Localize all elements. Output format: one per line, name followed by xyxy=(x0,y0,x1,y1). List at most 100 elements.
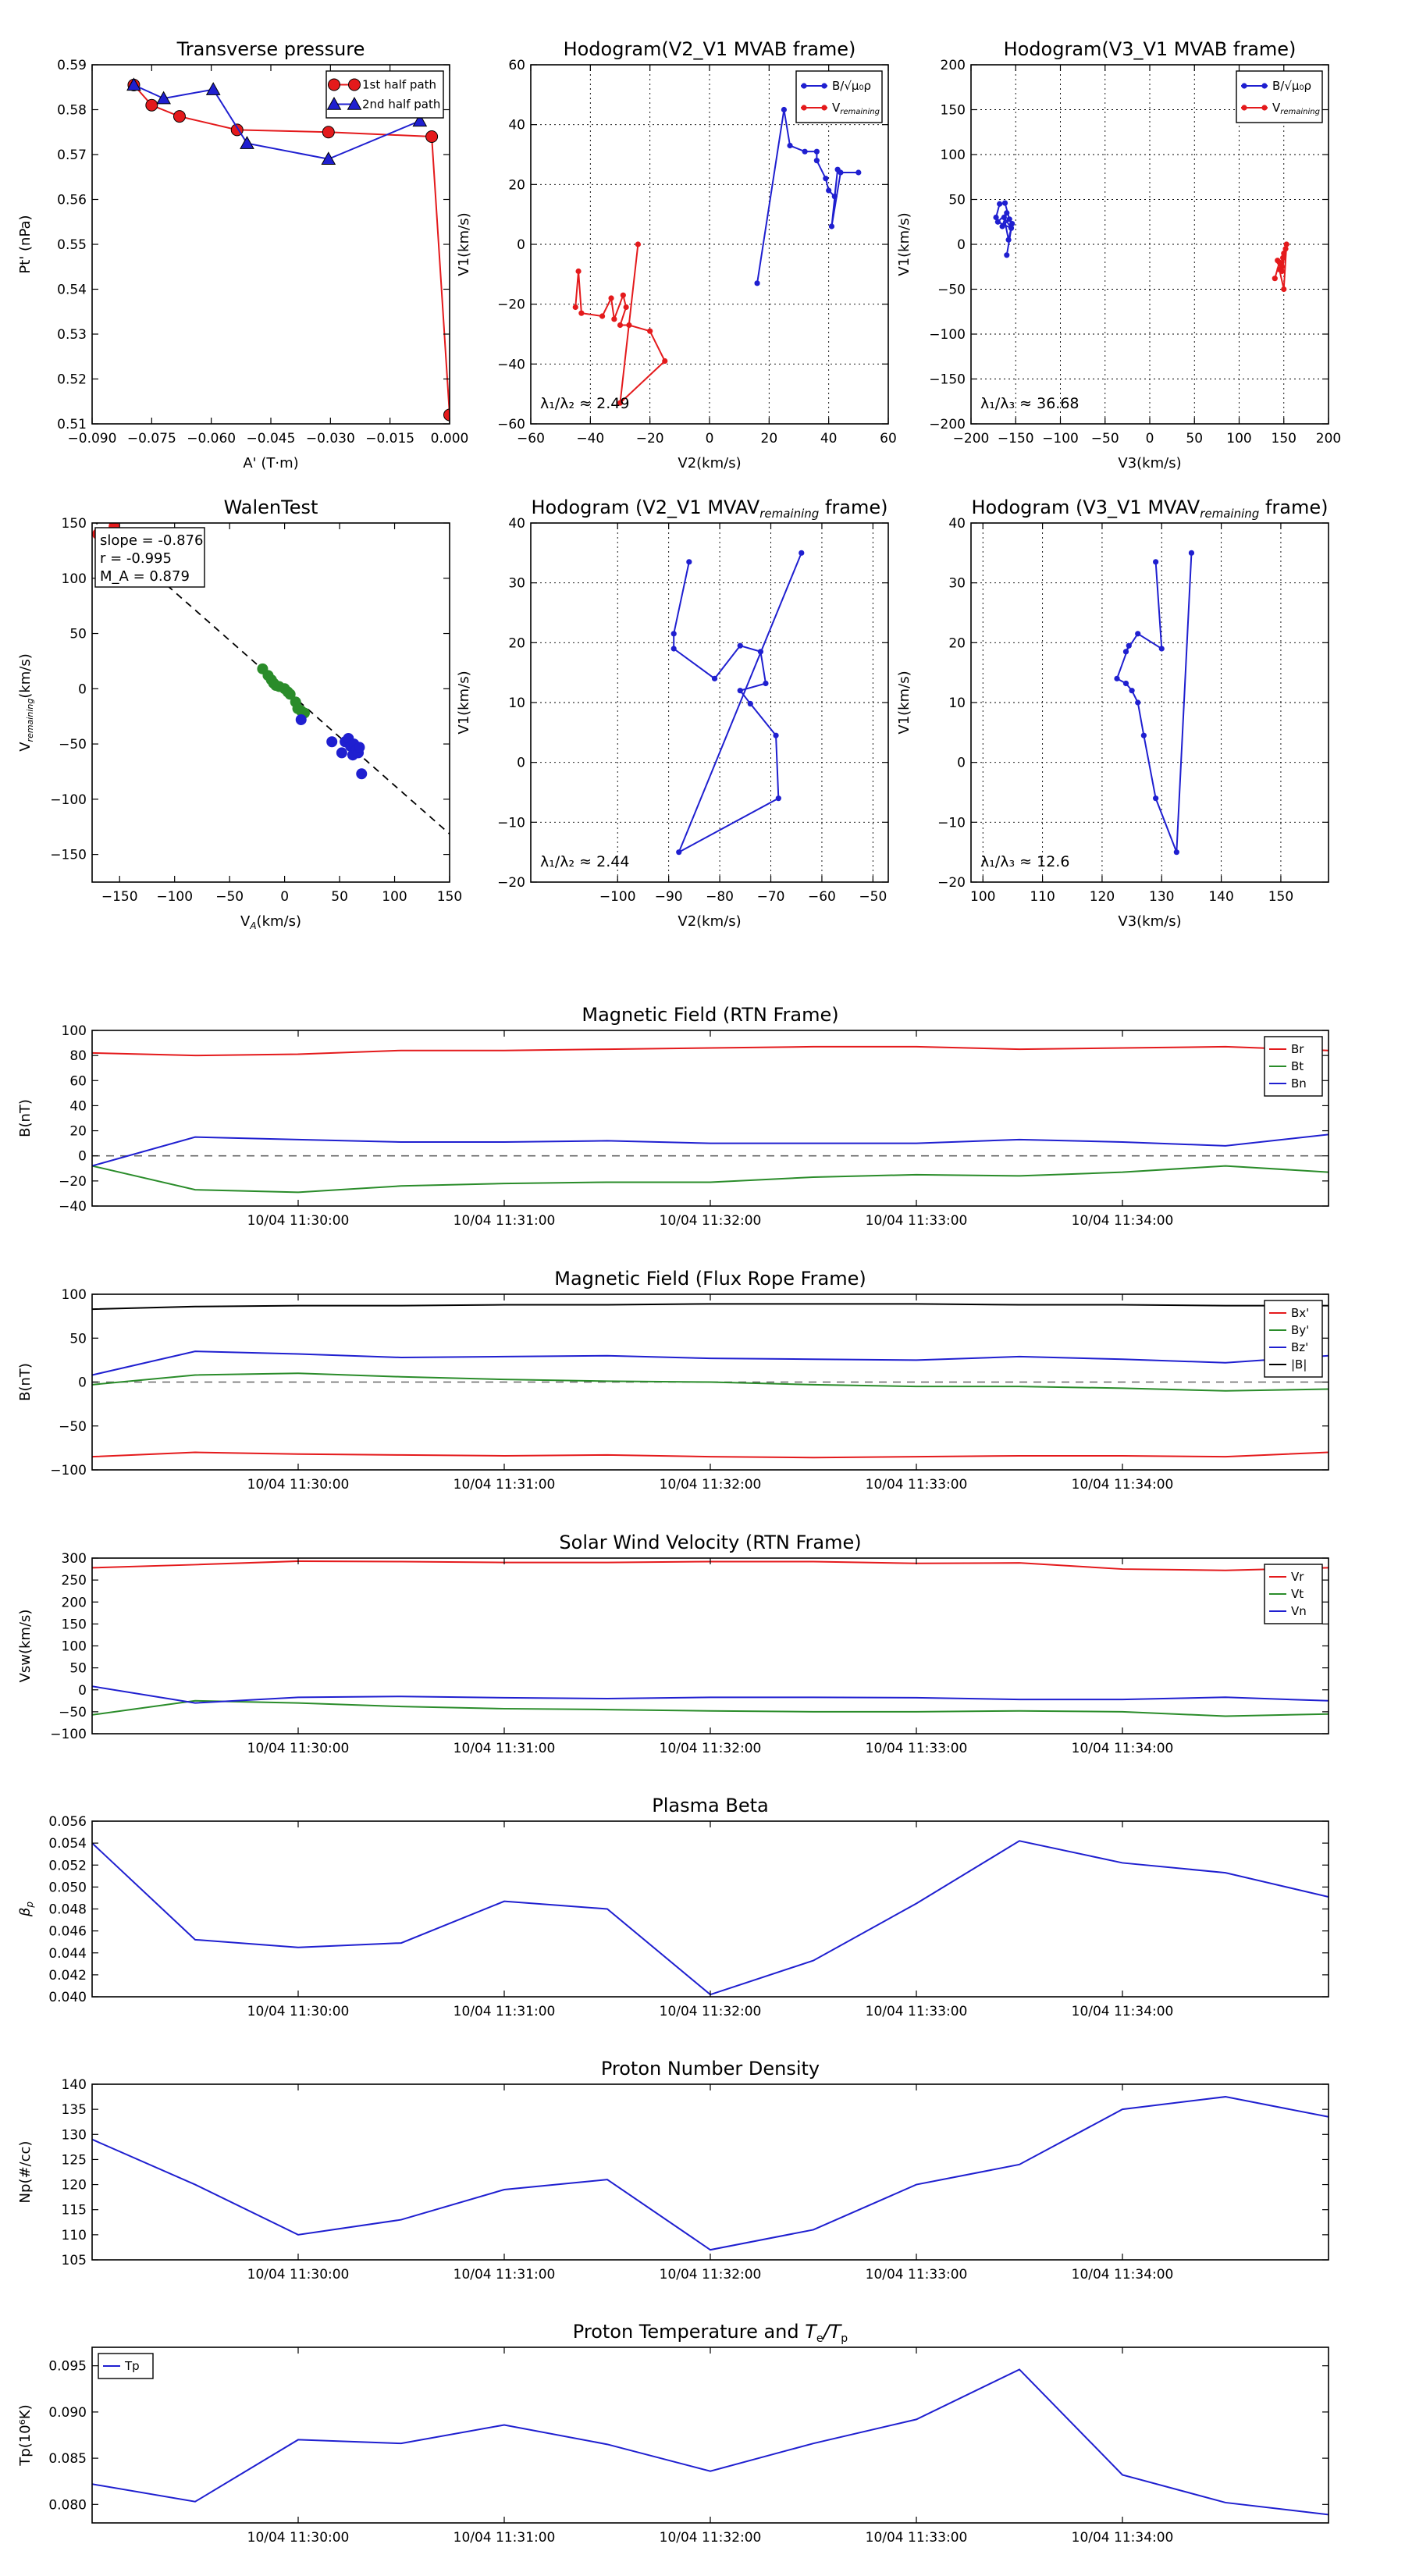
x-tick-label: 0 xyxy=(280,889,289,905)
y-axis-label: βp xyxy=(17,1902,35,1918)
data-point xyxy=(1114,675,1120,681)
chart-title: Magnetic Field (RTN Frame) xyxy=(582,1004,838,1026)
chart-title: WalenTest xyxy=(224,496,318,518)
chart-title: Hodogram (V3_V1 MVAVremaining frame) xyxy=(972,496,1329,521)
x-tick-label: −0.045 xyxy=(247,431,296,447)
legend-marker xyxy=(1261,83,1268,89)
series-b xyxy=(993,200,1016,258)
data-point xyxy=(611,316,617,322)
x-tick-label: 100 xyxy=(970,889,995,905)
y-tick-label: 0.056 xyxy=(48,1814,87,1830)
x-tick-label: 10/04 11:33:00 xyxy=(866,1213,968,1229)
x-tick-label: 10/04 11:31:00 xyxy=(454,2267,556,2282)
data-point xyxy=(321,151,336,165)
series-2ndhalfpath xyxy=(126,77,428,165)
y-axis-label: Np(#/cc) xyxy=(17,2141,34,2204)
y-tick-label: 30 xyxy=(948,576,966,592)
series-line xyxy=(92,1372,1329,1392)
x-tick-label: 10/04 11:31:00 xyxy=(454,1213,556,1229)
data-point xyxy=(617,322,624,329)
y-tick-label: 50 xyxy=(69,1661,87,1677)
chart-title: Solar Wind Velocity (RTN Frame) xyxy=(559,1532,861,1553)
data-point xyxy=(626,322,632,329)
y-tick-label: 135 xyxy=(62,2102,87,2118)
legend-label: B/√μ₀ρ xyxy=(1272,79,1311,93)
x-tick-label: 10/04 11:32:00 xyxy=(660,1213,762,1229)
y-tick-label: 60 xyxy=(508,58,525,73)
data-point xyxy=(1009,220,1016,227)
x-tick-label: −0.015 xyxy=(365,431,414,447)
y-tick-label: 20 xyxy=(508,635,525,651)
series-line xyxy=(92,1451,1329,1459)
legend: Tp xyxy=(98,2353,154,2379)
eigenvalue-ratio-label: λ₁/λ₃ ≈ 36.68 xyxy=(980,395,1080,412)
data-point xyxy=(802,148,808,155)
data-point xyxy=(813,158,820,164)
y-tick-label: 115 xyxy=(62,2203,87,2218)
data-point xyxy=(326,736,338,748)
y-axis-label: Vsw(km/s) xyxy=(17,1610,34,1683)
data-point xyxy=(781,106,788,113)
y-tick-label: 250 xyxy=(62,1573,87,1589)
x-tick-label: 10/04 11:33:00 xyxy=(866,2530,968,2546)
x-axis-label: A' (T·m) xyxy=(243,455,298,471)
y-tick-label: −10 xyxy=(937,815,966,831)
y-tick-label: −10 xyxy=(497,815,525,831)
series-vremaining xyxy=(572,241,668,406)
data-point xyxy=(1004,252,1010,258)
x-tick-label: 10/04 11:34:00 xyxy=(1072,1741,1174,1756)
y-tick-label: 0.080 xyxy=(48,2497,87,2513)
series-line xyxy=(92,1350,1329,1376)
y-tick-label: 10 xyxy=(508,696,525,711)
x-tick-label: 150 xyxy=(437,889,462,905)
data-point xyxy=(670,631,677,637)
y-tick-label: 200 xyxy=(62,1595,87,1610)
y-tick-label: 0.52 xyxy=(57,372,87,388)
data-point xyxy=(1004,210,1010,216)
y-axis-label: Pt' (nPa) xyxy=(17,215,34,273)
y-axis-label: B(nT) xyxy=(17,1363,34,1401)
legend-marker xyxy=(1241,105,1247,111)
x-tick-label: 10/04 11:34:00 xyxy=(1072,2004,1174,2019)
y-tick-label: 0.51 xyxy=(57,417,87,432)
series-line xyxy=(92,1045,1329,1057)
legend-label: Br xyxy=(1291,1042,1304,1056)
legend-marker xyxy=(801,105,807,111)
legend: Br Bt Bn xyxy=(1264,1036,1323,1097)
legend-label: Bt xyxy=(1291,1059,1304,1073)
y-tick-label: −20 xyxy=(497,297,525,313)
chart-title: Hodogram(V3_V1 MVAB frame) xyxy=(1004,38,1297,60)
data-point xyxy=(572,304,578,311)
data-point xyxy=(1001,214,1007,221)
y-tick-label: 100 xyxy=(62,571,87,587)
chart-temp: 10/04 11:30:00 10/04 11:31:00 10/04 11:32:… xyxy=(17,2321,1329,2546)
series-line xyxy=(92,2368,1329,2516)
y-tick-label: 50 xyxy=(69,1331,87,1347)
chart-title: Plasma Beta xyxy=(652,1795,768,1816)
series-bn xyxy=(92,1133,1329,1167)
data-point xyxy=(1140,732,1147,738)
chart-magfr: 10/04 11:30:00 10/04 11:31:00 10/04 11:32:… xyxy=(17,1268,1329,1493)
data-point xyxy=(156,91,171,105)
x-tick-label: −0.090 xyxy=(68,431,117,447)
x-axis-label: V2(km/s) xyxy=(678,913,741,930)
x-tick-label: 150 xyxy=(1272,431,1297,447)
chart-tp: −0.090 −0.075 −0.060 −0.045 −0.030 −0.015 0.00… xyxy=(17,38,468,471)
x-tick-label: 10/04 11:30:00 xyxy=(247,1741,350,1756)
x-tick-label: 20 xyxy=(761,431,778,447)
y-tick-label: −40 xyxy=(497,357,525,372)
y-tick-label: 0.044 xyxy=(48,1946,87,1962)
x-tick-label: 0.000 xyxy=(431,431,469,447)
data-point xyxy=(599,313,606,319)
data-point xyxy=(240,136,254,149)
y-tick-label: 300 xyxy=(62,1551,87,1567)
data-point xyxy=(647,328,653,334)
series-b xyxy=(670,550,805,856)
x-tick-label: −80 xyxy=(706,889,734,905)
stats-line: slope = -0.876 xyxy=(100,532,203,549)
data-point xyxy=(999,223,1005,229)
data-point xyxy=(828,223,835,229)
data-point xyxy=(173,110,186,123)
